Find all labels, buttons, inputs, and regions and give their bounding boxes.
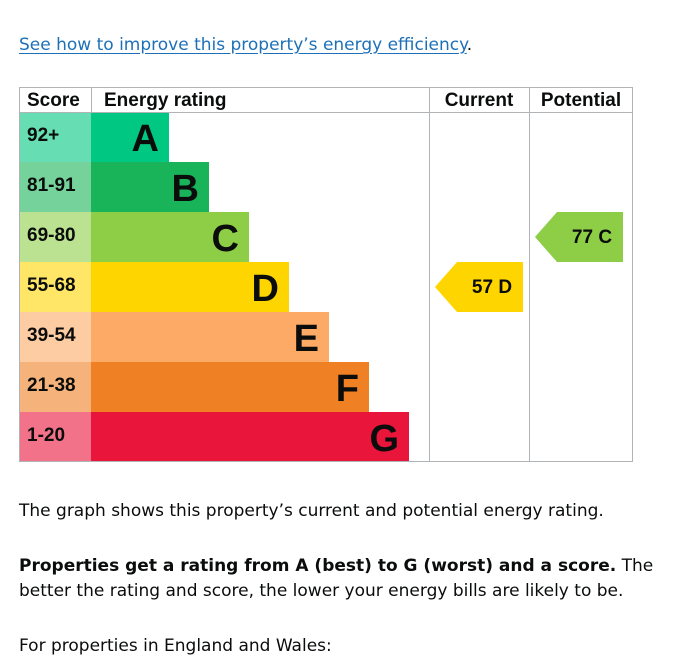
ratings-explanation: Properties get a rating from A (best) to… — [19, 554, 659, 604]
rating-letter-c: C — [212, 218, 239, 260]
rating-bar-f — [91, 362, 369, 412]
score-range-b: 81-91 — [27, 175, 76, 196]
ratings-explanation-bold: Properties get a rating from A (best) to… — [19, 556, 617, 576]
rating-letter-b: B — [172, 168, 199, 210]
intro-link-suffix: . — [466, 35, 473, 55]
current-rating-label: 57 D — [472, 277, 512, 298]
rating-letter-g: G — [369, 418, 399, 460]
score-cell-d — [19, 262, 91, 312]
score-cell-g — [19, 412, 91, 462]
ratings-explanation-rest: The better the rating and score, the low… — [19, 556, 654, 601]
rating-bar-c — [91, 212, 249, 262]
score-cell-b — [19, 162, 91, 212]
rating-letter-e: E — [294, 318, 319, 360]
energy-rating-chart: Score Energy rating Current Potential 92+ A 81… — [19, 87, 633, 462]
potential-rating-arrow — [535, 212, 623, 262]
header-energy-rating: Energy rating — [104, 90, 226, 111]
rating-letter-f: F — [336, 368, 359, 410]
current-rating-arrow — [435, 262, 523, 312]
rating-bar-d — [91, 262, 289, 312]
rating-bar-a — [91, 112, 169, 162]
england-wales-heading: For properties in England and Wales: — [19, 636, 332, 656]
score-cell-f — [19, 362, 91, 412]
rating-bar-g — [91, 412, 409, 462]
intro-paragraph: See how to improve this property’s energ… — [19, 34, 472, 56]
score-cell-c — [19, 212, 91, 262]
graph-description: The graph shows this property’s current … — [19, 501, 604, 521]
score-range-d: 55-68 — [27, 275, 76, 296]
header-potential: Potential — [541, 90, 621, 111]
rating-bar-b — [91, 162, 209, 212]
score-cell-a — [19, 112, 91, 162]
rating-bar-e — [91, 312, 329, 362]
score-range-g: 1-20 — [27, 425, 65, 446]
score-range-c: 69-80 — [27, 225, 76, 246]
rating-letter-d: D — [252, 268, 279, 310]
header-score: Score — [27, 90, 80, 111]
rating-letter-a: A — [132, 118, 159, 160]
header-current: Current — [445, 90, 514, 111]
energy-rating-svg: Score Energy rating Current Potential 92+ A 81… — [19, 87, 633, 462]
score-range-e: 39-54 — [27, 325, 76, 346]
improve-energy-efficiency-link[interactable]: See how to improve this property’s energ… — [19, 35, 467, 55]
score-range-f: 21-38 — [27, 375, 76, 396]
chart-border — [19, 87, 633, 462]
score-cell-e — [19, 312, 91, 362]
score-range-a: 92+ — [27, 125, 59, 146]
potential-rating-label: 77 C — [572, 227, 612, 248]
